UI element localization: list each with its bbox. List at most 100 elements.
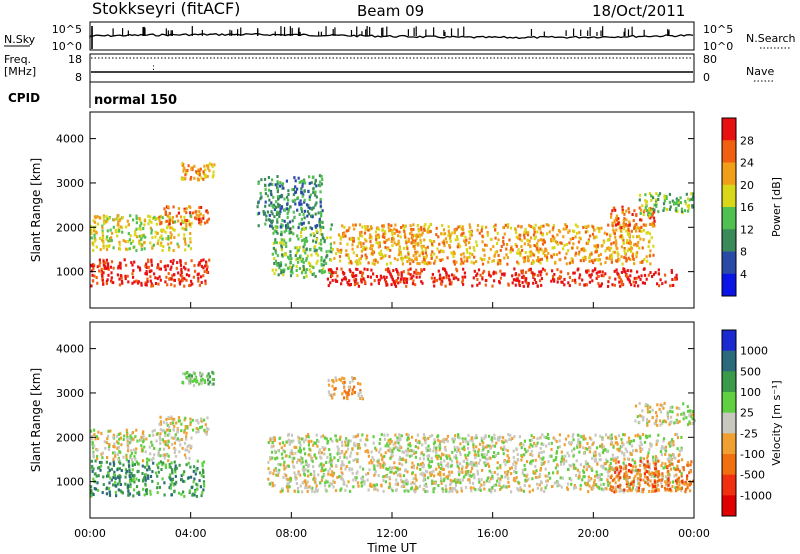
- power-cell: [130, 261, 133, 265]
- velocity-cell: [103, 440, 106, 444]
- power-cell: [622, 223, 625, 227]
- velocity-cell: [190, 475, 193, 479]
- velocity-cell: [200, 417, 203, 421]
- power-cell: [685, 192, 688, 196]
- power-cell: [558, 251, 561, 255]
- power-cell: [170, 283, 173, 287]
- velocity-cell: [419, 468, 422, 471]
- power-cell: [116, 234, 119, 238]
- power-cell: [105, 244, 108, 248]
- velocity-cell: [499, 466, 502, 470]
- velocity-cell: [459, 453, 462, 457]
- velocity-cell: [106, 471, 110, 475]
- velocity-cell: [167, 446, 171, 450]
- power-cell: [469, 226, 472, 230]
- power-cell: [348, 226, 351, 230]
- power-cell: [529, 224, 532, 228]
- power-cell: [198, 206, 201, 210]
- power-cell: [340, 267, 343, 271]
- power-cell: [139, 224, 142, 228]
- velocity-cell: [415, 485, 418, 489]
- power-cell: [675, 277, 678, 281]
- velocity-cell: [112, 473, 116, 477]
- power-cell: [468, 246, 471, 250]
- velocity-cell: [357, 443, 360, 447]
- power-cell: [420, 233, 423, 237]
- power-cell: [382, 254, 386, 258]
- power-cell: [283, 219, 286, 223]
- velocity-cell: [668, 453, 671, 457]
- velocity-cell: [129, 454, 132, 458]
- velocity-cell: [558, 433, 561, 437]
- velocity-cell: [319, 481, 322, 485]
- velocity-cell: [624, 447, 627, 451]
- velocity-cell: [457, 435, 460, 439]
- power-cell: [433, 284, 436, 288]
- power-cell: [420, 268, 423, 272]
- velocity-cell: [109, 429, 112, 433]
- power-cell: [606, 232, 609, 236]
- velocity-cell: [330, 482, 334, 486]
- power-cell: [181, 279, 184, 282]
- velocity-cell: [126, 437, 129, 441]
- velocity-cell: [282, 476, 285, 479]
- velocity-cell: [170, 493, 173, 497]
- velocity-cell: [178, 438, 181, 442]
- power-cell: [399, 251, 402, 254]
- power-cell: [293, 188, 296, 191]
- power-cell: [633, 284, 636, 288]
- velocity-cell: [618, 449, 621, 453]
- power-cell: [565, 227, 568, 231]
- velocity-cell: [132, 476, 135, 480]
- power-cell: [499, 262, 502, 266]
- velocity-cell: [287, 433, 290, 437]
- velocity-cell: [460, 486, 463, 490]
- power-cell: [202, 216, 205, 220]
- velocity-cell: [141, 472, 144, 475]
- power-cell: [615, 216, 618, 220]
- power-cell: [498, 281, 501, 285]
- power-cell: [584, 230, 587, 234]
- velocity-cell: [141, 431, 144, 435]
- velocity-cell: [592, 484, 595, 488]
- power-cell: [179, 215, 183, 219]
- power-cell: [303, 227, 306, 231]
- power-cell: [299, 254, 302, 258]
- velocity-cell: [429, 465, 432, 469]
- power-cell: [462, 267, 465, 271]
- velocity-cell: [202, 480, 206, 484]
- power-cell: [533, 227, 536, 231]
- velocity-cell: [286, 486, 289, 490]
- velocity-cell: [428, 465, 431, 469]
- velocity-cell: [313, 473, 316, 477]
- power-cell: [99, 248, 102, 252]
- power-cell: [489, 274, 492, 278]
- power-cell: [318, 246, 321, 250]
- power-cell: [523, 236, 526, 240]
- velocity-cell: [575, 459, 578, 463]
- power-cell: [344, 277, 348, 281]
- velocity-cell: [547, 442, 551, 446]
- velocity-cell: [437, 454, 440, 458]
- power-cell: [403, 225, 406, 229]
- power-cell: [414, 239, 417, 243]
- power-cell: [138, 266, 141, 270]
- velocity-cell: [176, 437, 179, 441]
- power-cell: [396, 242, 400, 246]
- power-cell: [347, 256, 350, 260]
- velocity-cell: [90, 459, 93, 463]
- velocity-cell: [322, 463, 325, 467]
- power-cell: [365, 239, 368, 243]
- velocity-cell: [475, 461, 478, 465]
- velocity-cell: [572, 454, 575, 458]
- power-cell: [506, 256, 509, 259]
- power-cell: [559, 241, 562, 245]
- power-cell: [339, 259, 342, 263]
- velocity-cell: [160, 468, 163, 471]
- power-cell: [668, 207, 671, 211]
- velocity-cell: [365, 472, 368, 476]
- velocity-cell: [588, 450, 592, 454]
- velocity-cell: [446, 439, 449, 443]
- power-cell: [552, 226, 555, 230]
- velocity-cell: [464, 470, 467, 474]
